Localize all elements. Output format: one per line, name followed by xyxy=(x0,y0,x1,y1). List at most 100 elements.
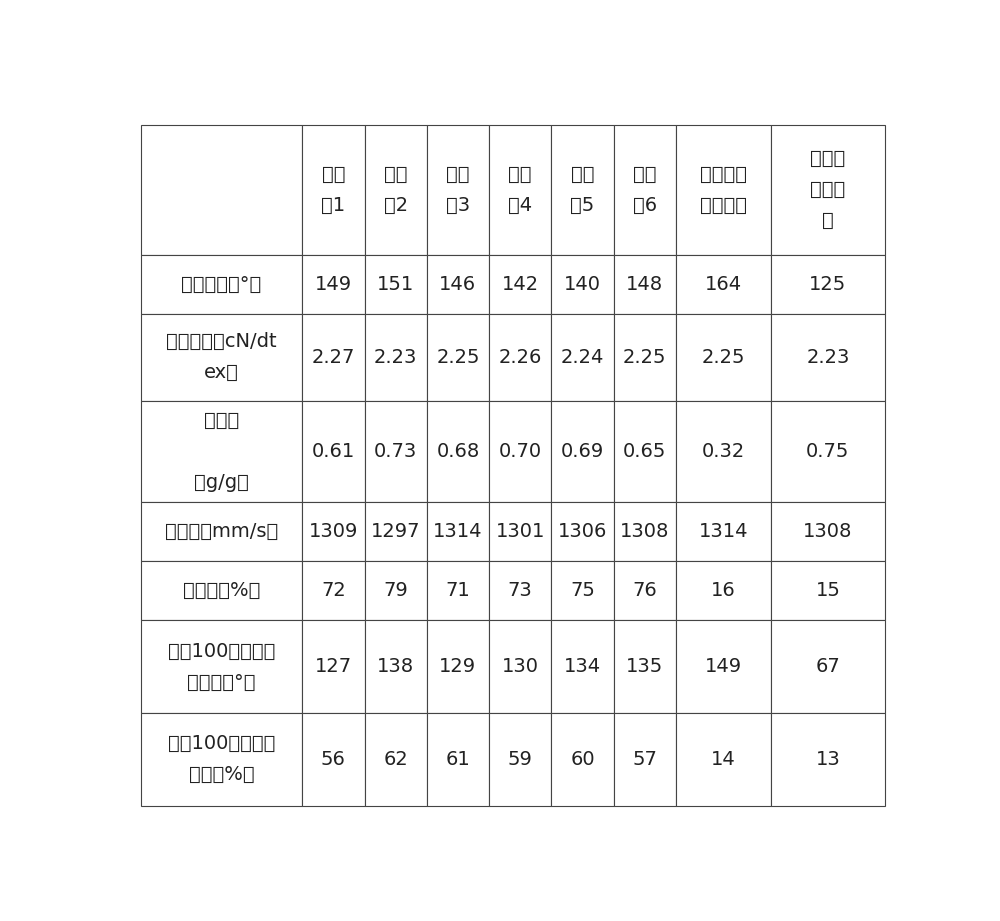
Text: 15: 15 xyxy=(815,581,840,600)
Text: 148: 148 xyxy=(626,275,663,294)
Text: 1314: 1314 xyxy=(699,522,748,542)
Text: 130: 130 xyxy=(502,658,539,676)
Text: 57: 57 xyxy=(632,750,657,769)
Text: 断裂强力（cN/dt
ex）: 断裂强力（cN/dt ex） xyxy=(166,332,277,382)
Bar xyxy=(614,713,676,806)
Bar xyxy=(771,561,885,621)
Bar xyxy=(771,713,885,806)
Bar xyxy=(302,621,365,713)
Text: 0.70: 0.70 xyxy=(499,442,542,460)
Bar xyxy=(614,561,676,621)
Bar xyxy=(614,401,676,502)
Text: 水测100次后的抗
菌率（%）: 水测100次后的抗 菌率（%） xyxy=(168,734,275,785)
Bar xyxy=(140,713,302,806)
Text: 1314: 1314 xyxy=(433,522,483,542)
Bar xyxy=(140,502,302,561)
Text: 实施
例2: 实施 例2 xyxy=(384,165,408,215)
Text: 142: 142 xyxy=(502,275,539,294)
Text: 0.75: 0.75 xyxy=(806,442,850,460)
Text: 62: 62 xyxy=(383,750,408,769)
Text: 实施
例5: 实施 例5 xyxy=(570,165,595,215)
Bar xyxy=(365,621,427,713)
Text: 透气性（mm/s）: 透气性（mm/s） xyxy=(165,522,278,542)
Text: 72: 72 xyxy=(321,581,346,600)
Text: 138: 138 xyxy=(377,658,414,676)
Bar xyxy=(489,401,551,502)
Text: 0.61: 0.61 xyxy=(312,442,355,460)
Text: 抗菌率（%）: 抗菌率（%） xyxy=(183,581,260,600)
Bar xyxy=(489,713,551,806)
Text: 2.25: 2.25 xyxy=(702,348,745,367)
Bar xyxy=(771,401,885,502)
Text: 135: 135 xyxy=(626,658,663,676)
Bar xyxy=(771,314,885,401)
Text: 134: 134 xyxy=(564,658,601,676)
Bar xyxy=(489,561,551,621)
Text: 0.69: 0.69 xyxy=(561,442,604,460)
Text: 56: 56 xyxy=(321,750,346,769)
Text: 14: 14 xyxy=(711,750,736,769)
Bar xyxy=(771,621,885,713)
Bar xyxy=(614,124,676,255)
Bar xyxy=(551,255,614,314)
Text: 2.24: 2.24 xyxy=(561,348,604,367)
Text: 146: 146 xyxy=(439,275,476,294)
Bar xyxy=(302,713,365,806)
Text: 实施
例4: 实施 例4 xyxy=(508,165,532,215)
Bar xyxy=(551,502,614,561)
Text: 1297: 1297 xyxy=(371,522,420,542)
Text: 16: 16 xyxy=(711,581,736,600)
Text: 129: 129 xyxy=(439,658,476,676)
Text: 140: 140 xyxy=(564,275,601,294)
Bar xyxy=(614,502,676,561)
Bar xyxy=(140,401,302,502)
Bar xyxy=(365,502,427,561)
Bar xyxy=(427,314,489,401)
Text: 1306: 1306 xyxy=(558,522,607,542)
Text: 76: 76 xyxy=(632,581,657,600)
Text: 液氨处理
的棉纤维: 液氨处理 的棉纤维 xyxy=(700,165,747,215)
Text: 1308: 1308 xyxy=(803,522,853,542)
Text: 127: 127 xyxy=(315,658,352,676)
Text: 吸湿率

（g/g）: 吸湿率 （g/g） xyxy=(194,411,249,492)
Bar xyxy=(614,621,676,713)
Text: 未处理
的棉纤
维: 未处理 的棉纤 维 xyxy=(810,149,846,230)
Text: 2.23: 2.23 xyxy=(806,348,850,367)
Bar xyxy=(614,255,676,314)
Text: 13: 13 xyxy=(816,750,840,769)
Bar xyxy=(489,621,551,713)
Text: 实施
例6: 实施 例6 xyxy=(633,165,657,215)
Bar xyxy=(551,314,614,401)
Text: 实施
例1: 实施 例1 xyxy=(321,165,345,215)
Text: 151: 151 xyxy=(377,275,414,294)
Bar xyxy=(489,255,551,314)
Bar xyxy=(302,561,365,621)
Bar xyxy=(676,621,771,713)
Bar xyxy=(140,255,302,314)
Bar xyxy=(302,502,365,561)
Text: 0.73: 0.73 xyxy=(374,442,417,460)
Bar xyxy=(489,502,551,561)
Text: 79: 79 xyxy=(383,581,408,600)
Bar xyxy=(365,401,427,502)
Bar xyxy=(365,124,427,255)
Bar xyxy=(140,621,302,713)
Bar xyxy=(771,502,885,561)
Bar xyxy=(427,124,489,255)
Bar xyxy=(365,314,427,401)
Bar xyxy=(427,255,489,314)
Bar xyxy=(551,621,614,713)
Bar xyxy=(771,255,885,314)
Bar xyxy=(676,401,771,502)
Text: 60: 60 xyxy=(570,750,595,769)
Bar xyxy=(551,124,614,255)
Text: 1308: 1308 xyxy=(620,522,669,542)
Bar xyxy=(676,561,771,621)
Text: 实施
例3: 实施 例3 xyxy=(446,165,470,215)
Bar xyxy=(140,124,302,255)
Bar xyxy=(427,621,489,713)
Text: 2.26: 2.26 xyxy=(498,348,542,367)
Bar xyxy=(302,314,365,401)
Bar xyxy=(427,401,489,502)
Bar xyxy=(365,713,427,806)
